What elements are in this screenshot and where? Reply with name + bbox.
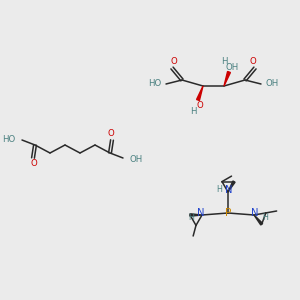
Text: O: O: [196, 101, 203, 110]
Text: O: O: [171, 56, 177, 65]
Polygon shape: [224, 71, 230, 86]
Text: O: O: [250, 56, 256, 65]
Text: P: P: [225, 208, 231, 218]
Polygon shape: [228, 181, 235, 192]
Text: HO: HO: [2, 134, 15, 143]
Text: OH: OH: [266, 80, 279, 88]
Text: H: H: [188, 214, 194, 223]
Text: H: H: [216, 184, 222, 194]
Text: N: N: [251, 208, 259, 218]
Text: O: O: [108, 130, 114, 139]
Text: N: N: [225, 185, 233, 195]
Text: HO: HO: [148, 80, 161, 88]
Text: H: H: [262, 214, 268, 223]
Text: O: O: [31, 160, 38, 169]
Polygon shape: [254, 215, 263, 225]
Text: H: H: [221, 56, 227, 65]
Text: N: N: [197, 208, 205, 218]
Polygon shape: [190, 214, 202, 216]
Text: H: H: [190, 106, 196, 116]
Polygon shape: [196, 86, 203, 100]
Text: OH: OH: [130, 154, 143, 164]
Text: OH: OH: [225, 64, 239, 73]
